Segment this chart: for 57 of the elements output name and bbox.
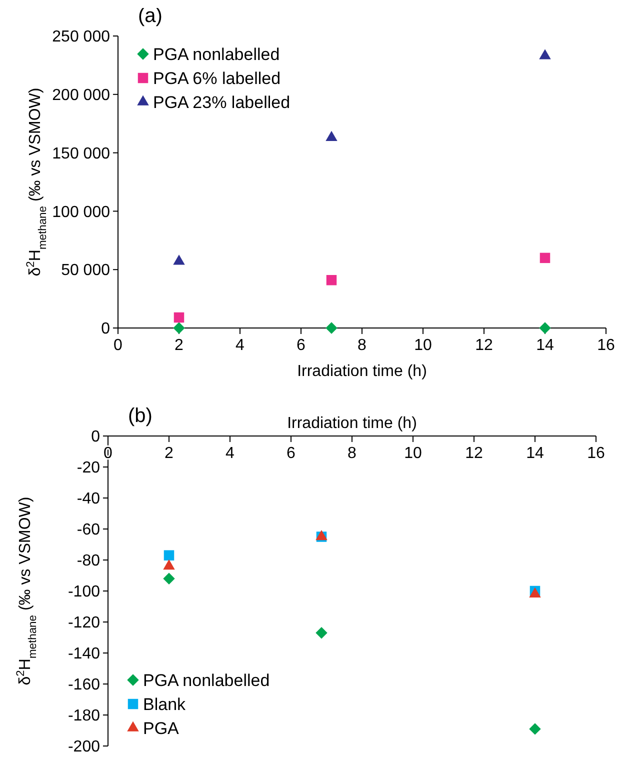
y-tick-label: -180 <box>68 708 100 725</box>
point <box>163 572 175 584</box>
y-tick-label: -120 <box>68 614 100 632</box>
legend-label: PGA nonlabelled <box>153 44 280 64</box>
legend-label: PGA 6% labelled <box>153 68 281 88</box>
legend-label: PGA nonlabelled <box>143 670 270 690</box>
x-tick-label: 10 <box>404 445 422 462</box>
x-tick-label: 2 <box>164 445 174 462</box>
y-tick-label: -140 <box>68 646 100 663</box>
y-tick-label: 150 000 <box>52 145 110 162</box>
y-tick-label: 250 000 <box>52 28 110 46</box>
point <box>164 550 174 560</box>
y-tick-label: 0 <box>91 428 100 446</box>
y-tick-label: -20 <box>76 460 100 477</box>
y-tick-label: 200 000 <box>52 87 110 104</box>
y-tick-label: -60 <box>76 522 100 539</box>
point <box>316 626 328 639</box>
y-tick-label: -80 <box>76 552 100 570</box>
x-tick-label: 6 <box>296 337 306 354</box>
y-tick-label: -200 <box>68 738 100 756</box>
point <box>326 130 338 141</box>
y-tick-label: -100 <box>68 584 100 601</box>
x-tick-label: 14 <box>536 337 554 354</box>
y-tick-label: 50 000 <box>61 262 110 280</box>
point <box>539 49 551 60</box>
point <box>173 254 185 265</box>
x-tick-label: 12 <box>475 337 493 354</box>
x-tick-label: 6 <box>286 445 296 462</box>
x-axis-title: Irradiation time (h) <box>287 415 417 432</box>
x-tick-label: 12 <box>465 445 483 462</box>
x-tick-label: 16 <box>587 445 605 462</box>
legend-label: PGA <box>143 718 180 738</box>
legend-label: Blank <box>143 694 186 714</box>
point <box>173 322 185 334</box>
x-tick-label: 10 <box>414 337 432 354</box>
x-tick-label: 16 <box>597 337 615 354</box>
x-axis-title: Irradiation time (h) <box>297 363 427 380</box>
x-tick-label: 8 <box>348 445 357 462</box>
legend-label: PGA 23% labelled <box>153 92 290 112</box>
x-tick-label: 4 <box>236 337 245 354</box>
x-tick-label: 4 <box>226 445 235 462</box>
x-tick-label: 2 <box>174 337 184 354</box>
x-tick-label: 0 <box>114 337 123 354</box>
point <box>174 312 184 323</box>
point <box>326 322 338 334</box>
point <box>540 252 550 264</box>
y-tick-label: -40 <box>76 490 100 508</box>
x-tick-label: 14 <box>526 445 544 462</box>
y-tick-label: -160 <box>68 676 100 694</box>
y-tick-label: 0 <box>101 320 110 338</box>
point <box>529 723 541 735</box>
chart-title: (b) <box>128 405 152 427</box>
point <box>326 274 337 286</box>
y-tick-label: 100 000 <box>52 204 110 221</box>
x-tick-label: 8 <box>358 337 367 354</box>
point <box>163 559 175 570</box>
point <box>539 322 551 334</box>
